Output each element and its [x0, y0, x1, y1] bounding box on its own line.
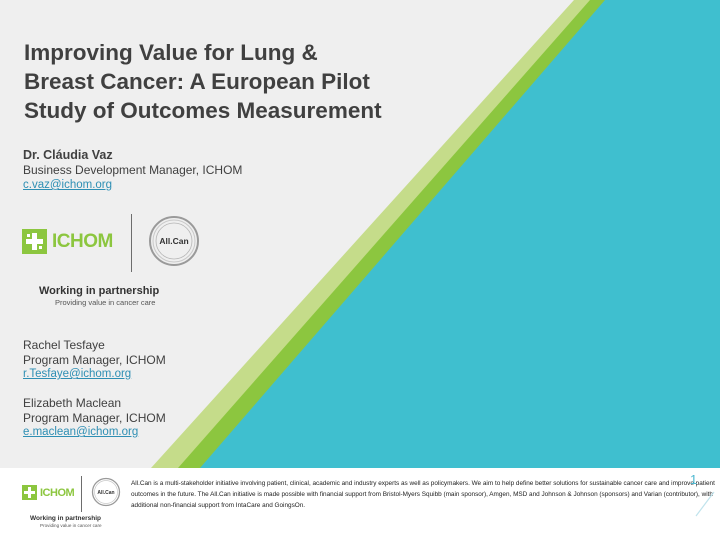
- ichom-cross-icon: [22, 485, 37, 500]
- slide-area: Improving Value for Lung & Breast Cancer…: [0, 0, 720, 468]
- partnership-subtitle: Providing value in cancer care: [55, 298, 156, 307]
- presenter-email-link[interactable]: c.vaz@ichom.org: [23, 179, 113, 191]
- footer-allcan-logo: All.Can: [91, 477, 121, 507]
- contact-name: Rachel Tesfaye: [23, 338, 105, 352]
- footer-logo-divider: [81, 476, 82, 512]
- ichom-cross-icon: [22, 229, 47, 254]
- footer-ichom-logo: ICHOM: [22, 485, 75, 500]
- footer-partnership-subtitle: Providing value in cancer care: [40, 523, 102, 528]
- footer-corner-graphic: [695, 491, 715, 517]
- footer-partnership-heading: Working in partnership: [30, 515, 102, 522]
- allcan-logo-text: All.Can: [159, 236, 188, 246]
- contact-role: Program Manager, ICHOM: [23, 353, 166, 367]
- ichom-logo-text: ICHOM: [52, 230, 113, 252]
- footer-allcan-text: All.Can: [97, 490, 114, 496]
- contact-email-link[interactable]: r.Tesfaye@ichom.org: [23, 368, 132, 380]
- slide-title: Improving Value for Lung & Breast Cancer…: [24, 38, 484, 125]
- footer-disclaimer: All.Can is a multi-stakeholder initiativ…: [131, 480, 715, 509]
- title-line: Breast Cancer: A European Pilot: [24, 69, 370, 94]
- page-number: 1: [690, 472, 698, 487]
- ichom-logo: ICHOM: [22, 229, 113, 254]
- footer: ICHOM All.Can Working in partnership Pro…: [0, 468, 720, 540]
- allcan-circle-logo: All.Can: [149, 216, 199, 266]
- contact-name: Elizabeth Maclean: [23, 396, 122, 410]
- contact-email-link[interactable]: e.maclean@ichom.org: [23, 426, 139, 438]
- background-graphic: [151, 0, 720, 468]
- title-line: Study of Outcomes Measurement: [24, 98, 382, 123]
- teal-panel: [200, 0, 720, 468]
- partnership-heading: Working in partnership: [39, 285, 160, 297]
- presenter-role: Business Development Manager, ICHOM: [23, 163, 243, 177]
- title-line: Improving Value for Lung &: [24, 40, 318, 65]
- footer-ichom-text: ICHOM: [40, 486, 75, 499]
- logo-divider: [131, 214, 132, 272]
- contact-role: Program Manager, ICHOM: [23, 411, 166, 425]
- presenter-name: Dr. Cláudia Vaz: [23, 148, 113, 162]
